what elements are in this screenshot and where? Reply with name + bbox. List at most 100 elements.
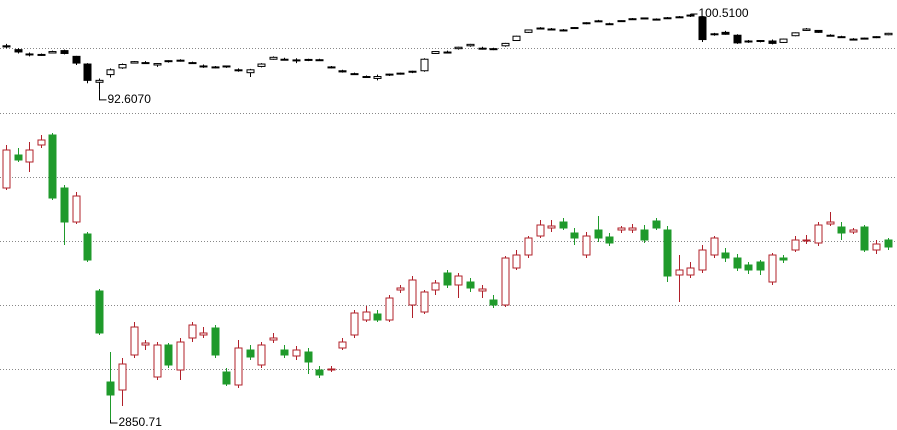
candle-body [872, 243, 881, 251]
candle-body [768, 40, 777, 44]
candle-body [362, 311, 371, 321]
annotation-label: 100.5100 [699, 6, 749, 20]
candle-body [431, 51, 440, 54]
annotation-label: 2850.71 [119, 415, 163, 429]
candle-body [605, 23, 614, 26]
candle-body [338, 70, 347, 73]
candle-body [95, 290, 104, 334]
candle-body [14, 49, 23, 53]
candle-body [362, 76, 371, 79]
candle-body [95, 79, 104, 83]
candle-body [199, 65, 208, 68]
candle-body [640, 17, 649, 20]
candle-body [698, 249, 707, 271]
candle-body [118, 363, 127, 391]
candle-body [837, 36, 846, 39]
candle-body [663, 229, 672, 277]
candle-body [106, 381, 115, 396]
candle-body [176, 341, 185, 371]
candle-body [327, 368, 336, 371]
candle-body [315, 369, 324, 376]
candle-body [130, 326, 139, 356]
candle-body [686, 267, 695, 276]
candle-body [130, 61, 139, 64]
candle-body [420, 291, 429, 313]
candle-body [849, 229, 858, 233]
candle-body [188, 324, 197, 339]
candle-body [744, 264, 753, 271]
candle-body [652, 18, 661, 21]
candle-body [443, 51, 452, 54]
candle-body [37, 53, 46, 56]
candle-body [663, 17, 672, 20]
candle-body [257, 63, 266, 67]
annotation-leader [99, 89, 107, 101]
candle-body [48, 134, 57, 199]
candle-body [72, 195, 81, 223]
candle-body [698, 16, 707, 41]
candle-body [860, 226, 869, 251]
candle-body [466, 281, 475, 289]
candle-body [686, 14, 695, 17]
candle-body [536, 224, 545, 237]
candle-body [304, 58, 313, 61]
candle-body [582, 235, 591, 256]
candle-body [14, 154, 23, 161]
candle-body [826, 221, 835, 225]
candle-body [385, 297, 394, 321]
candle-body [2, 45, 11, 48]
candle-body [814, 29, 823, 33]
candle-body [211, 66, 220, 69]
candle-body [304, 351, 313, 363]
candle-body [211, 327, 220, 356]
candle-body [234, 347, 243, 386]
candle-body [222, 65, 231, 68]
candle-body [83, 233, 92, 261]
candle-body [2, 149, 11, 189]
candle-body [524, 29, 533, 33]
candle-body [141, 342, 150, 346]
candle-body [373, 313, 382, 321]
candle-body [431, 282, 440, 291]
annotation-label: 92.6070 [108, 92, 152, 106]
candle-body [478, 47, 487, 50]
candle-body [280, 349, 289, 356]
candle-body [710, 237, 719, 256]
candle-body [327, 66, 336, 69]
candle-body [524, 237, 533, 256]
candle-body [779, 257, 788, 261]
candle-body [60, 50, 69, 54]
candle-body [791, 239, 800, 251]
candle-body [489, 48, 498, 51]
candle-body [512, 35, 521, 42]
candle-body [675, 269, 684, 276]
candle-body [837, 226, 846, 234]
candle-body [594, 20, 603, 23]
candle-body [234, 69, 243, 72]
candle-body [72, 55, 81, 64]
candle-body [744, 40, 753, 43]
candle-body [188, 62, 197, 65]
candle-body [176, 59, 185, 62]
candle-body [25, 53, 34, 56]
candle-body [269, 56, 278, 60]
candle-body [536, 27, 545, 30]
candle-body [420, 58, 429, 72]
candle-body [768, 254, 777, 283]
candle-body [605, 236, 614, 244]
candle-body [408, 70, 417, 73]
candle-body [60, 187, 69, 223]
candle-body [547, 225, 556, 229]
candle-body [594, 229, 603, 239]
candle-body [48, 51, 57, 54]
candle-body [826, 34, 835, 37]
annotation-leader [110, 419, 118, 424]
candle-body [802, 239, 811, 242]
candle-body [222, 371, 231, 385]
candle-body [246, 349, 255, 358]
candle-body [443, 272, 452, 286]
candle-body [315, 59, 324, 62]
candle-body [37, 139, 46, 146]
candle-body [164, 60, 173, 63]
